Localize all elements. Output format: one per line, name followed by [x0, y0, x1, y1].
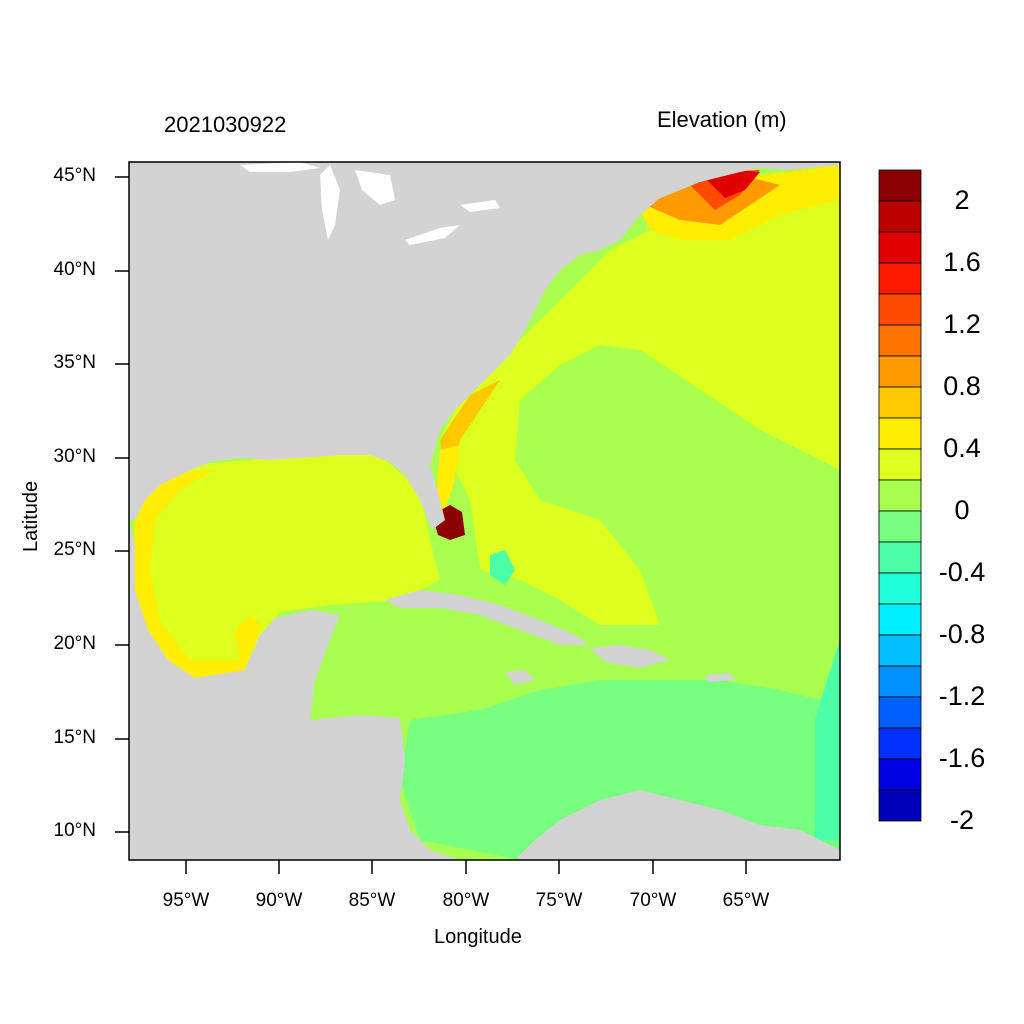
- y-tick-label: 45°N: [53, 165, 96, 186]
- colorbar-tick-label: 1.6: [943, 247, 981, 277]
- colorbar-swatch: [878, 665, 922, 698]
- caribbean-elevation-region: [400, 640, 840, 860]
- colorbar-swatch: [878, 758, 922, 791]
- y-tick-marks: [115, 176, 129, 833]
- colorbar-swatch: [878, 169, 922, 202]
- colorbar-swatch: [878, 324, 922, 357]
- colorbar-swatch: [878, 789, 922, 822]
- x-tick-label: 65°W: [722, 890, 770, 911]
- colorbar-tick-label: 0.4: [943, 433, 981, 463]
- x-tick-label: 75°W: [535, 890, 583, 911]
- colorbar-swatch: [878, 448, 922, 481]
- y-tick-label: 10°N: [53, 820, 96, 841]
- colorbar-swatch: [878, 634, 922, 667]
- x-tick-marks: [185, 860, 747, 874]
- east-caribbean-low: [815, 640, 840, 840]
- x-axis-label: Longitude: [434, 926, 522, 948]
- land-mass: [129, 162, 840, 860]
- gulf-coast-high: [132, 470, 262, 680]
- colorbar-tick-label: 0: [954, 495, 970, 525]
- colorbar-tick-label: 0.8: [943, 371, 981, 401]
- y-axis-label: Latitude: [20, 480, 42, 552]
- y-tick-label: 15°N: [53, 727, 96, 748]
- lake-erie: [405, 225, 460, 245]
- colorbar-swatch: [878, 293, 922, 326]
- colorbar-tick-label: -1.2: [938, 681, 986, 711]
- y-tick-label: 25°N: [53, 539, 96, 560]
- colorbar-swatch: [878, 262, 922, 295]
- plot-frame: [128, 161, 841, 861]
- lake-superior: [240, 162, 320, 172]
- variable-title: Elevation (m): [657, 107, 787, 132]
- colorbar-tick-label: -2: [949, 805, 974, 835]
- y-tick-label: 35°N: [53, 352, 96, 373]
- lake-michigan: [320, 165, 340, 240]
- x-tick-label: 95°W: [162, 890, 210, 911]
- colorbar-swatch: [878, 572, 922, 605]
- bahamas-low: [490, 550, 515, 585]
- colorbar-swatch: [878, 479, 922, 512]
- colorbar-swatch: [878, 727, 922, 760]
- colorbar-swatch: [878, 417, 922, 450]
- x-tick-label: 90°W: [255, 890, 303, 911]
- colorbar-tick-label: -0.8: [938, 619, 986, 649]
- north-america-land: [129, 162, 840, 530]
- mexico-central-america-land: [129, 520, 460, 860]
- x-tick-label: 70°W: [629, 890, 677, 911]
- colorbar-swatch: [878, 696, 922, 729]
- gulf-elevation-region: [135, 450, 440, 680]
- south-america-land: [515, 790, 840, 860]
- y-tick-label: 30°N: [53, 446, 96, 467]
- lake-huron: [355, 170, 395, 205]
- map-title: 2021030922: [164, 112, 287, 137]
- colorbar-swatch: [878, 355, 922, 388]
- colorbar-tick-label: 2: [954, 185, 970, 215]
- cuba-land: [385, 590, 590, 645]
- puerto-rico-land: [705, 673, 735, 682]
- great-lakes: [240, 162, 500, 245]
- y-tick-label: 20°N: [53, 633, 96, 654]
- colorbar-swatch: [878, 231, 922, 264]
- x-tick-label: 85°W: [348, 890, 396, 911]
- jamaica-land: [505, 670, 535, 685]
- x-tick-label: 80°W: [442, 890, 490, 911]
- y-tick-label: 40°N: [53, 259, 96, 280]
- atlantic-elevation-region: [440, 180, 840, 625]
- colorbar-tick-label: -0.4: [938, 557, 986, 587]
- colorbar-swatch: [878, 200, 922, 233]
- map-plot: [129, 162, 840, 860]
- colorbar-swatch: [878, 541, 922, 574]
- colorbar-swatch: [878, 603, 922, 636]
- colorbar-swatch: [878, 510, 922, 543]
- colorbar-tick-label: -1.6: [938, 743, 986, 773]
- colorbar-swatch: [878, 386, 922, 419]
- hispaniola-land: [590, 645, 670, 668]
- florida-east-high: [435, 445, 460, 510]
- lake-ontario: [460, 200, 500, 212]
- colorbar-tick-label: 1.2: [943, 309, 981, 339]
- colorbar: [878, 169, 922, 822]
